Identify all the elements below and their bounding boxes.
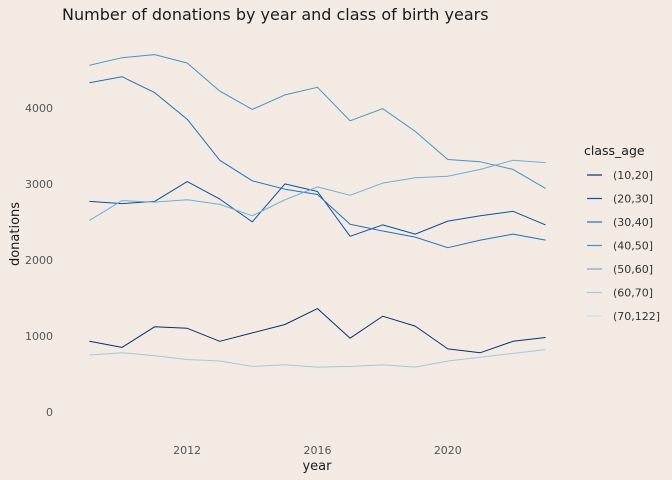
x-tick-label: 2012 <box>173 444 201 457</box>
legend-item: (70,122] <box>587 310 660 323</box>
x-tick-label: 2020 <box>434 444 462 457</box>
legend-label: (10,20] <box>613 169 653 182</box>
legend-item: (30,40] <box>587 216 653 229</box>
y-axis-title: donations <box>8 202 23 266</box>
legend-label: (40,50] <box>613 240 653 253</box>
y-tick-label: 3000 <box>25 178 53 191</box>
x-axis: 2012 2016 2020 <box>173 444 462 457</box>
y-axis: 0 1000 2000 3000 4000 <box>25 102 53 419</box>
legend-label: (60,70] <box>613 287 653 300</box>
legend-items: (10,20] (20,30] (30,40] (40,50] (50,60] (60,7… <box>587 169 660 323</box>
legend-label: (70,122] <box>613 310 660 323</box>
chart-title: Number of donations by year and class of… <box>62 5 489 24</box>
series-line-1 <box>89 181 546 237</box>
legend-item: (60,70] <box>587 287 653 300</box>
legend-label: (30,40] <box>613 216 653 229</box>
legend-item: (50,60] <box>587 263 653 276</box>
series-line-2 <box>89 76 546 249</box>
x-tick-label: 2016 <box>304 444 332 457</box>
y-tick-label: 1000 <box>25 330 53 343</box>
legend-item: (20,30] <box>587 193 653 206</box>
x-axis-title: year <box>302 459 332 474</box>
y-tick-label: 0 <box>46 406 53 419</box>
y-tick-label: 2000 <box>25 254 53 267</box>
legend-item: (10,20] <box>587 169 653 182</box>
legend-item: (40,50] <box>587 240 653 253</box>
legend-label: (50,60] <box>613 263 653 276</box>
y-tick-label: 4000 <box>25 102 53 115</box>
series-line-4 <box>89 159 546 221</box>
series-layer <box>89 54 546 368</box>
legend-title: class_age <box>584 143 645 158</box>
series-line-3 <box>89 54 546 189</box>
legend-label: (20,30] <box>613 193 653 206</box>
legend: class_age (10,20] (20,30] (30,40] (40,50] (5… <box>584 143 660 323</box>
series-line-5 <box>89 349 546 368</box>
series-line-0 <box>89 308 546 354</box>
